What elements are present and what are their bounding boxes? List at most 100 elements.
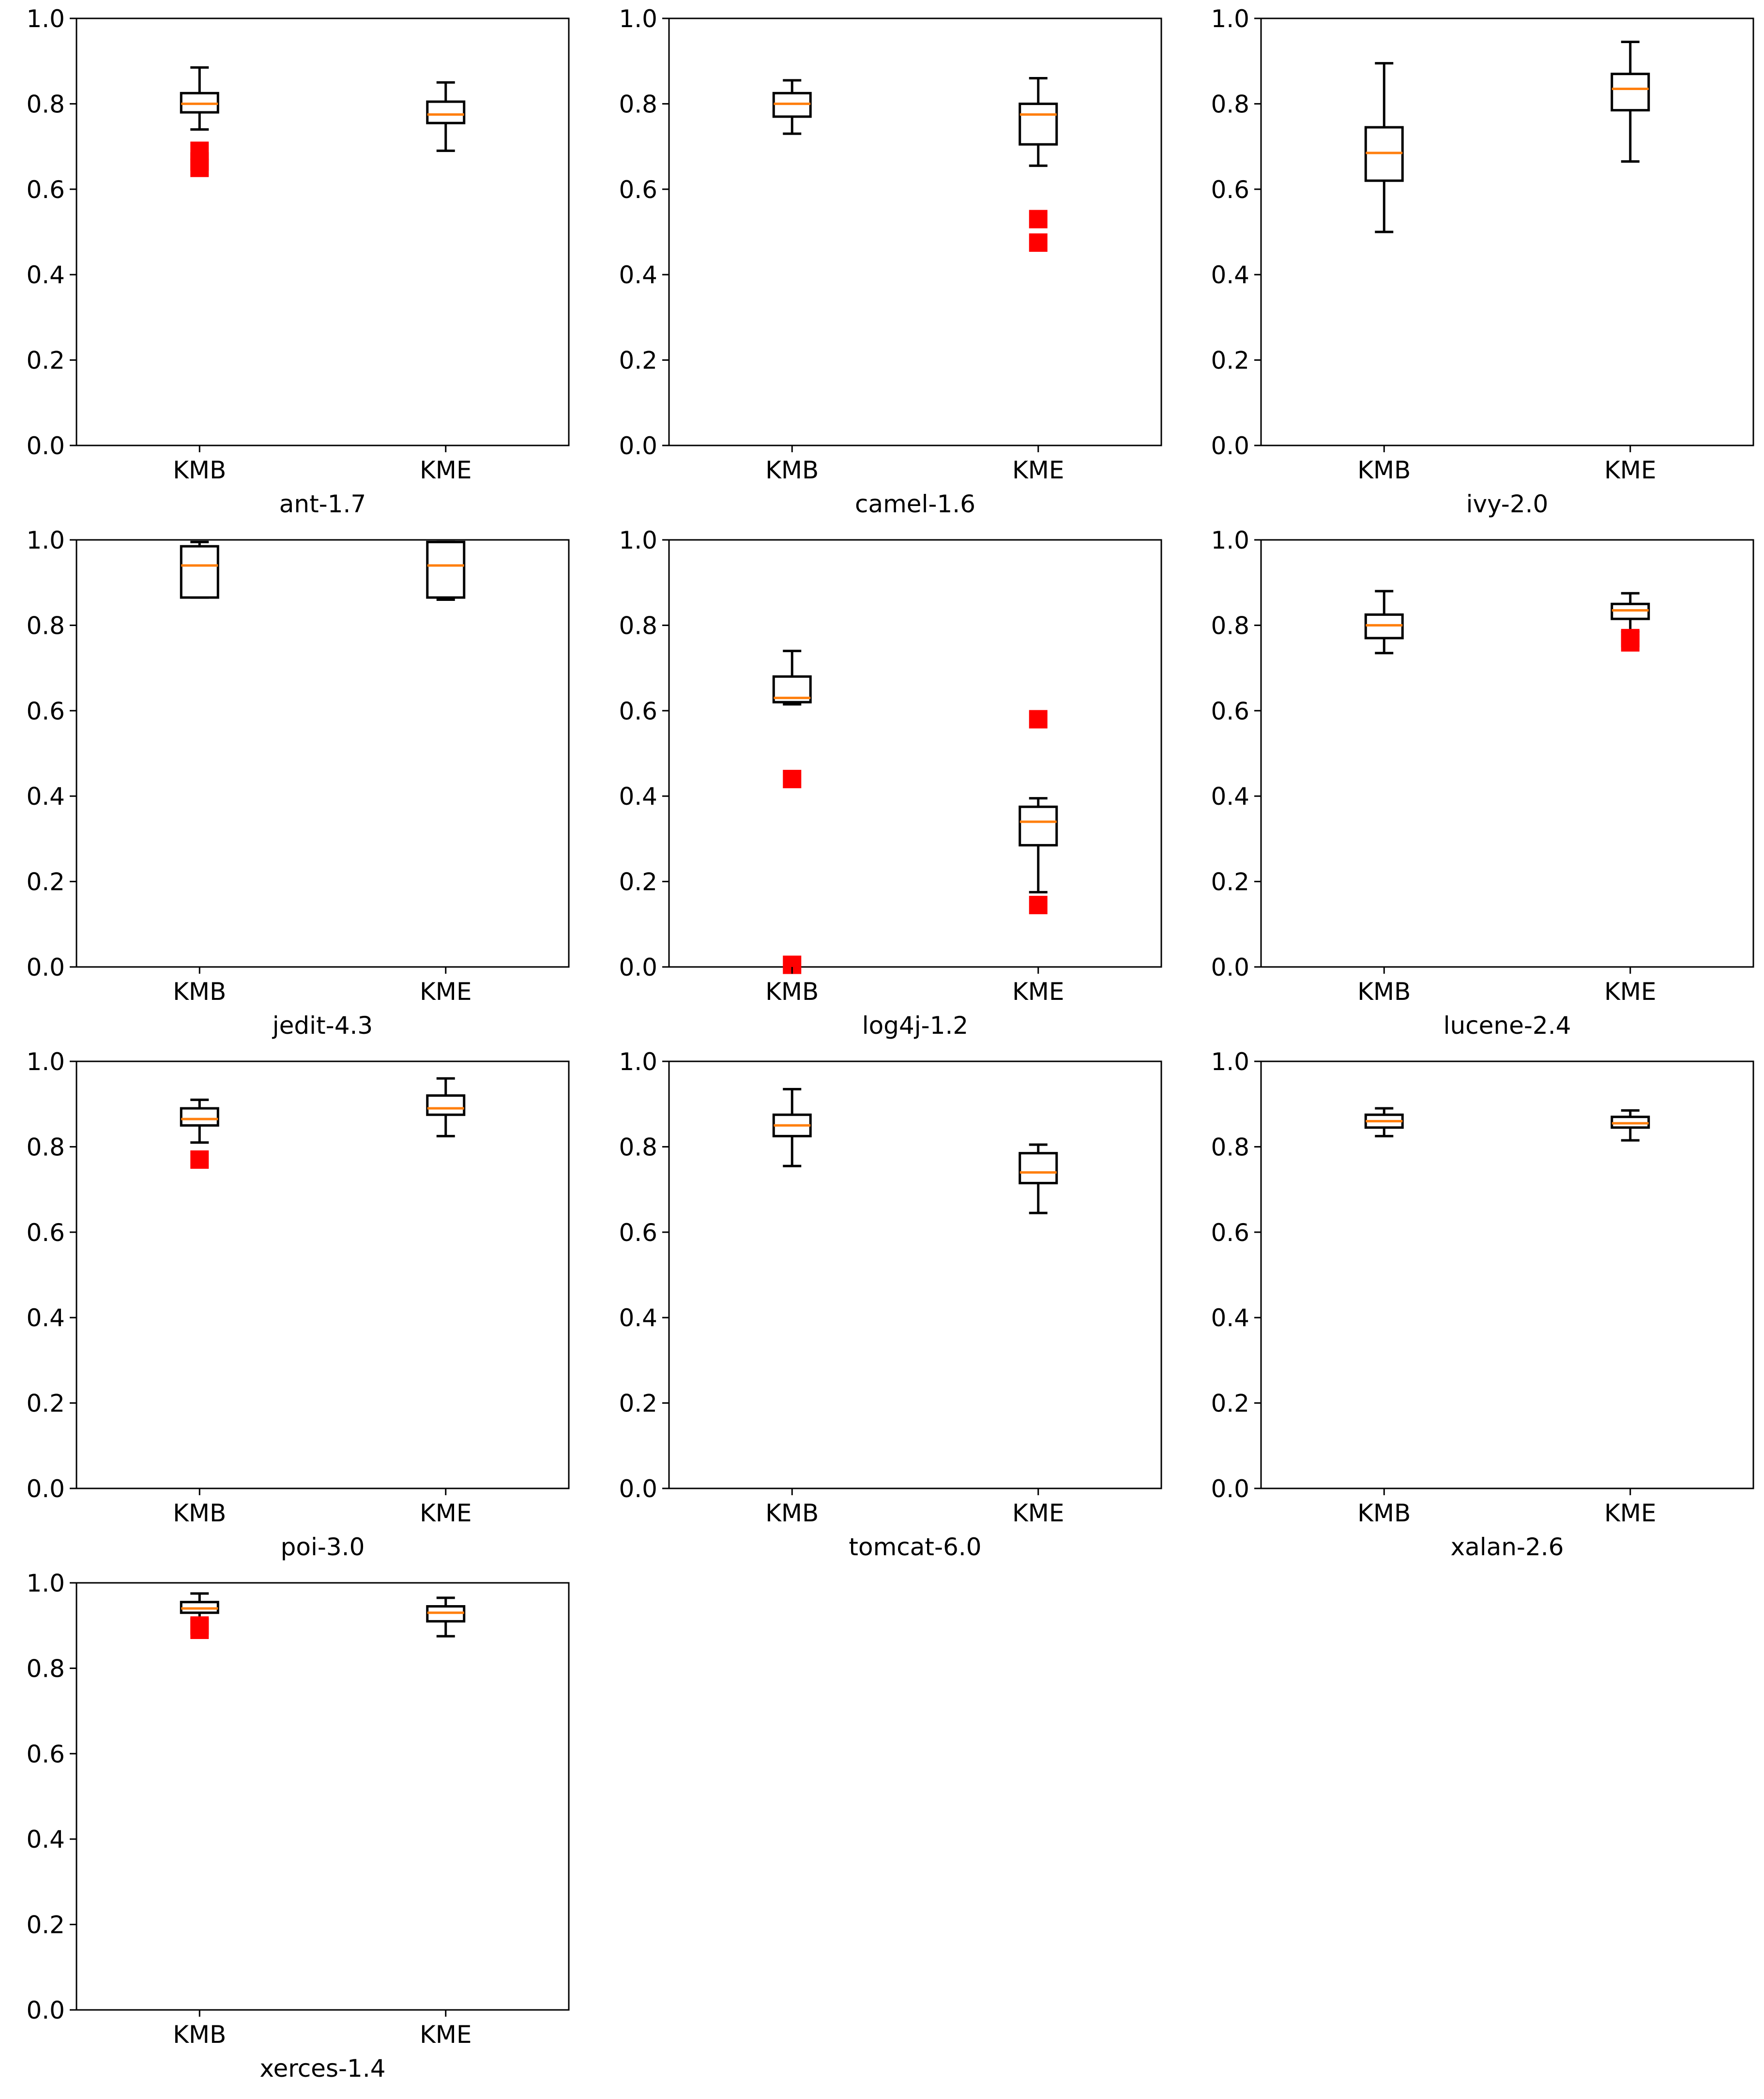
- iqr-box: [180, 1107, 219, 1127]
- iqr-box: [1611, 73, 1650, 112]
- panel-log4j-1-2: 0.0 0.2 0.4 0.6 0.8 1.0 KMB KME log4j-1.2: [619, 526, 1162, 1040]
- y-tick-label: 0.0: [1211, 432, 1249, 460]
- x-tick-label: KME: [420, 1499, 472, 1527]
- y-tick-label: 0.6: [619, 1219, 657, 1247]
- y-tick-label: 0.4: [26, 261, 65, 289]
- y-tick-label: 0.2: [619, 868, 657, 896]
- x-tick-label: KME: [1604, 456, 1657, 484]
- y-tick-label: 0.8: [1211, 1133, 1249, 1161]
- box-kmb: [772, 79, 812, 135]
- y-tick-label: 0.4: [619, 261, 657, 289]
- axes-frame: [668, 17, 1162, 446]
- x-tick-label: KME: [1604, 978, 1657, 1006]
- y-tick-label: 0.0: [619, 1475, 657, 1503]
- y-tick-label: 0.8: [1211, 612, 1249, 640]
- y-tick-label: 0.6: [1211, 697, 1249, 725]
- y-tick-label: 0.2: [26, 347, 65, 375]
- panel-title: jedit-4.3: [272, 1011, 373, 1040]
- y-tick-label: 0.0: [26, 1475, 65, 1503]
- x-tick-label: KME: [420, 978, 472, 1006]
- y-tick-label: 0.6: [26, 697, 65, 725]
- x-tick-label: KME: [420, 456, 472, 484]
- x-tick-label: KMB: [173, 2021, 226, 2049]
- box-kmb: [1364, 1107, 1404, 1137]
- y-tick-label: 0.6: [1211, 176, 1249, 204]
- box-kme: [1611, 1109, 1650, 1142]
- box-kme: [1019, 710, 1058, 915]
- box-kmb: [180, 540, 219, 599]
- axes-frame: [76, 1582, 570, 2011]
- panel-title: ivy-2.0: [1466, 490, 1549, 518]
- iqr-box: [426, 540, 466, 599]
- box-kme: [426, 81, 466, 152]
- y-tick-label: 0.2: [1211, 868, 1249, 896]
- y-tick-label: 1.0: [26, 5, 65, 33]
- y-tick-label: 0.2: [26, 868, 65, 896]
- panel-xalan-2-6: 0.0 0.2 0.4 0.6 0.8 1.0 KMB KME xalan-2.6: [1211, 1048, 1754, 1561]
- y-tick-label: 0.8: [26, 1133, 65, 1161]
- outlier-point: [190, 158, 209, 177]
- box-kme: [426, 1596, 466, 1638]
- x-tick-label: KMB: [765, 1499, 819, 1527]
- box-kmb: [1364, 590, 1404, 655]
- axes-frame: [76, 1060, 570, 1489]
- panel-ant-1-7: 0.0 0.2 0.4 0.6 0.8 1.0 KMB KME ant-1.7: [26, 5, 570, 518]
- x-tick-label: KMB: [173, 1499, 226, 1527]
- y-tick-label: 0.2: [1211, 1390, 1249, 1418]
- x-tick-label: KMB: [1357, 978, 1411, 1006]
- y-tick-label: 0.4: [1211, 1304, 1249, 1332]
- x-tick-label: KMB: [1357, 1499, 1411, 1527]
- panel-title: lucene-2.4: [1444, 1011, 1571, 1040]
- y-tick-label: 0.4: [619, 782, 657, 811]
- panel-tomcat-6-0: 0.0 0.2 0.4 0.6 0.8 1.0 KMB KME tomcat-6.0: [619, 1048, 1162, 1561]
- panel-title: xerces-1.4: [259, 2054, 385, 2083]
- x-tick-label: KMB: [765, 978, 819, 1006]
- box-kme: [426, 1077, 466, 1137]
- y-tick-label: 0.6: [26, 176, 65, 204]
- panel-title: log4j-1.2: [862, 1011, 968, 1040]
- y-tick-label: 0.0: [26, 432, 65, 460]
- outlier-point: [1029, 210, 1048, 229]
- x-tick-label: KMB: [173, 978, 226, 1006]
- panel-title: tomcat-6.0: [849, 1533, 981, 1561]
- y-tick-label: 0.8: [26, 90, 65, 118]
- axes-frame: [1260, 17, 1754, 446]
- box-kmb: [772, 649, 812, 974]
- panel-title: xalan-2.6: [1450, 1533, 1564, 1561]
- panel-ivy-2-0: 0.0 0.2 0.4 0.6 0.8 1.0 KMB KME ivy-2.0: [1211, 5, 1754, 518]
- iqr-box: [1019, 102, 1058, 146]
- y-tick-label: 0.6: [26, 1740, 65, 1768]
- panel-lucene-2-4: 0.0 0.2 0.4 0.6 0.8 1.0 KMB KME lucene-2.4: [1211, 526, 1754, 1040]
- box-kme: [426, 540, 466, 601]
- panel-title: poi-3.0: [281, 1533, 365, 1561]
- iqr-box: [1019, 805, 1058, 847]
- x-tick-label: KME: [1012, 978, 1064, 1006]
- axes-frame: [1260, 539, 1754, 968]
- box-kmb: [1364, 62, 1404, 233]
- y-tick-label: 0.2: [26, 1390, 65, 1418]
- y-tick-label: 0.6: [26, 1219, 65, 1247]
- iqr-box: [426, 100, 466, 124]
- y-tick-label: 0.6: [619, 697, 657, 725]
- box-kmb: [180, 1098, 219, 1169]
- iqr-box: [426, 1094, 466, 1116]
- panel-title: camel-1.6: [855, 490, 975, 518]
- y-tick-label: 0.8: [619, 90, 657, 118]
- x-tick-label: KME: [420, 2021, 472, 2049]
- y-tick-label: 1.0: [26, 1569, 65, 1597]
- box-kmb: [180, 1592, 219, 1639]
- y-tick-label: 0.0: [619, 953, 657, 981]
- y-tick-label: 0.8: [619, 1133, 657, 1161]
- outlier-point: [783, 769, 802, 788]
- y-tick-label: 0.0: [1211, 953, 1249, 981]
- outlier-point: [1029, 233, 1048, 252]
- y-tick-label: 1.0: [619, 5, 657, 33]
- iqr-box: [180, 545, 219, 599]
- box-kme: [1019, 1143, 1058, 1214]
- outlier-point: [190, 1150, 209, 1169]
- x-tick-label: KMB: [765, 456, 819, 484]
- y-tick-label: 0.4: [1211, 782, 1249, 811]
- y-tick-label: 0.0: [619, 432, 657, 460]
- x-tick-label: KME: [1012, 1499, 1064, 1527]
